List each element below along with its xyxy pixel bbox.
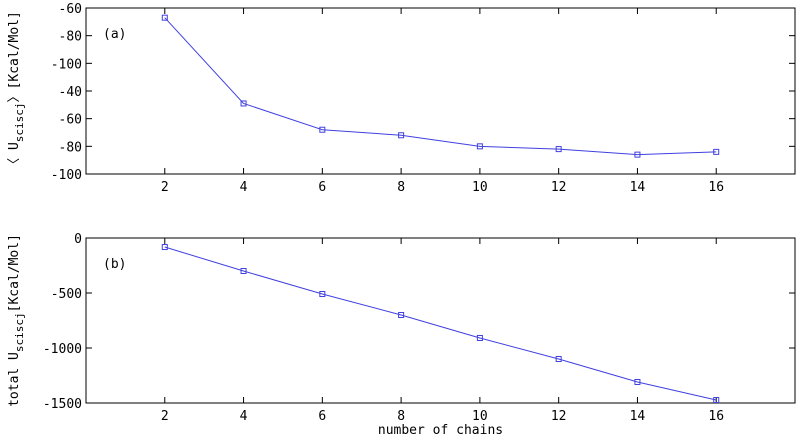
x-tick-label: 2	[161, 409, 169, 424]
y-tick-label: -500	[51, 287, 82, 302]
point-marker	[398, 312, 405, 318]
y-tick-label: -80	[59, 140, 82, 155]
point-marker	[319, 126, 326, 133]
point-marker	[240, 268, 247, 274]
annotation: (b)	[103, 257, 126, 272]
y-axis-label-part: 〈 U	[7, 142, 22, 171]
y-tick-label: -100	[51, 57, 82, 72]
x-tick-label: 2	[161, 180, 169, 195]
y-axis-label-part: sciscj	[13, 102, 26, 142]
point-marker	[161, 14, 168, 21]
x-tick-label: 14	[630, 180, 646, 195]
x-tick-label: 14	[630, 409, 646, 424]
y-axis-label-part: sciscj	[13, 312, 26, 352]
point-marker	[240, 100, 247, 107]
x-tick-label: 10	[472, 409, 488, 424]
x-tick-label: 4	[240, 180, 248, 195]
x-tick-label: 6	[318, 409, 326, 424]
y-axis-label-part: [Kcal/Mol]	[7, 234, 22, 312]
x-tick-label: 12	[551, 180, 567, 195]
y-tick-label: -100	[51, 168, 82, 183]
point-marker	[555, 146, 562, 153]
plot-frame	[85, 7, 796, 175]
annotation: (a)	[103, 27, 126, 42]
series-line	[164, 17, 717, 156]
x-tick-label: 8	[397, 180, 405, 195]
y-tick-label: -40	[59, 85, 82, 100]
plot-frame	[85, 237, 796, 404]
y-tick-label: -1500	[43, 397, 82, 412]
x-tick-label: 6	[318, 180, 326, 195]
x-tick-label: 10	[472, 180, 488, 195]
point-marker	[713, 397, 720, 404]
point-marker	[634, 378, 641, 385]
point-marker	[476, 143, 483, 150]
point-marker	[161, 244, 168, 251]
x-tick-label: 4	[240, 409, 248, 424]
point-marker	[634, 151, 641, 158]
point-marker	[476, 334, 483, 341]
y-tick-label: 0	[74, 232, 82, 247]
y-axis-label: total Usciscj[Kcal/Mol]	[7, 234, 26, 407]
y-axis-label: 〈 Usciscj〉[Kcal/Mol]	[7, 11, 26, 171]
x-tick-label: 12	[551, 409, 567, 424]
x-tick-label: 16	[708, 409, 724, 424]
y-axis-label-part: total U	[7, 352, 22, 407]
point-marker	[713, 148, 720, 155]
y-tick-label: -60	[59, 2, 82, 17]
y-tick-label: -1000	[43, 342, 82, 357]
point-marker	[555, 356, 562, 362]
x-axis-label: number of chains	[378, 423, 503, 437]
point-marker	[398, 132, 405, 139]
series-line	[164, 246, 717, 401]
point-marker	[319, 290, 326, 297]
x-tick-label: 8	[397, 409, 405, 424]
x-tick-label: 16	[708, 180, 724, 195]
y-tick-label: -60	[59, 113, 82, 128]
y-axis-label-part: 〉[Kcal/Mol]	[7, 11, 22, 102]
y-tick-label: -80	[59, 30, 82, 45]
